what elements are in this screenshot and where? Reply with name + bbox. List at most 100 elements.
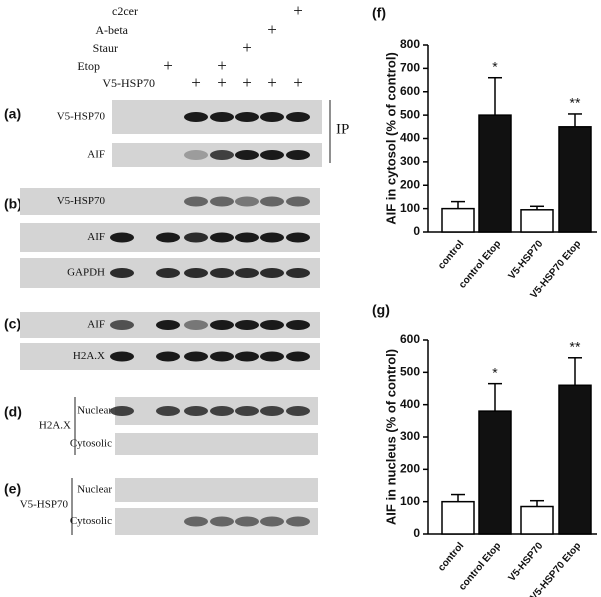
row-label: Cytosolic: [70, 438, 112, 450]
blot-band: [210, 320, 234, 330]
row-label: Nuclear: [77, 484, 112, 496]
blot-band: [286, 320, 310, 330]
blot-band: [235, 196, 259, 207]
y-tick-label: 100: [400, 201, 420, 215]
blot-band: [235, 112, 259, 122]
blot-strip: [115, 433, 318, 455]
blot-band: [210, 112, 234, 122]
blot-band: [184, 112, 208, 122]
blot-band: [156, 320, 180, 330]
blot-band: [235, 268, 259, 278]
blot-band: [235, 406, 259, 416]
blot-band: [286, 516, 310, 527]
blot-strip: [115, 478, 318, 502]
y-tick-label: 500: [400, 107, 420, 121]
x-tick-label: control: [436, 540, 466, 573]
blot-band: [260, 320, 284, 330]
row-label: H2A.X: [73, 350, 105, 362]
blot-band: [260, 406, 284, 416]
treatment-label: A-beta: [95, 23, 128, 37]
y-tick-label: 600: [400, 84, 420, 98]
y-tick-label: 400: [400, 397, 420, 411]
blot-band: [286, 112, 310, 122]
blot-band: [235, 351, 259, 362]
significance: **: [570, 338, 581, 354]
panel-label: (a): [4, 106, 21, 122]
bar: [441, 500, 475, 535]
blot-band: [110, 351, 134, 362]
row-label: GAPDH: [67, 267, 105, 279]
blot-band: [184, 150, 208, 160]
treatment-mark: +: [191, 73, 201, 92]
significance: *: [492, 58, 498, 74]
blot-band: [210, 406, 234, 416]
panel-label: (e): [4, 481, 21, 497]
significance: **: [570, 95, 581, 111]
bar: [520, 505, 554, 535]
treatment-label: V5-HSP70: [102, 76, 155, 90]
blot-band: [286, 196, 310, 207]
treatment-mark: +: [267, 73, 277, 92]
bar: [558, 384, 592, 535]
y-tick-label: 600: [400, 332, 420, 346]
y-tick-label: 200: [400, 462, 420, 476]
row-label: V5-HSP70: [57, 111, 106, 123]
blot-band: [286, 150, 310, 160]
blot-band: [286, 406, 310, 416]
blot-band: [286, 232, 310, 243]
blot-band: [210, 351, 234, 362]
blot-band: [210, 232, 234, 243]
treatment-label: Etop: [77, 59, 100, 73]
blot-band: [235, 516, 259, 527]
x-tick-label: V5-HSP70: [507, 540, 546, 584]
treatment-mark: +: [242, 38, 252, 57]
y-tick-label: 0: [413, 224, 420, 238]
y-tick-label: 300: [400, 429, 420, 443]
blot-band: [110, 406, 134, 416]
y-tick-label: 0: [413, 526, 420, 540]
x-tick-label: control: [436, 238, 466, 271]
y-axis-label: AIF in nucleus (% of control): [383, 349, 398, 525]
bar: [558, 126, 592, 233]
blot-band: [184, 320, 208, 330]
blot-band: [184, 406, 208, 416]
y-tick-label: 300: [400, 154, 420, 168]
blot-band: [110, 268, 134, 278]
blot-band: [235, 320, 259, 330]
bar: [478, 114, 512, 233]
blot-band: [260, 232, 284, 243]
blot-band: [184, 196, 208, 207]
panel-label: (b): [4, 196, 22, 212]
y-tick-label: 500: [400, 365, 420, 379]
blot-band: [286, 268, 310, 278]
y-axis-label: AIF in cytosol (% of control): [383, 52, 398, 225]
blot-band: [210, 268, 234, 278]
side-label: IP: [336, 121, 349, 137]
blot-band: [156, 406, 180, 416]
blot-band: [286, 351, 310, 362]
blot-band: [260, 196, 284, 207]
treatment-mark: +: [217, 56, 227, 75]
y-tick-label: 400: [400, 131, 420, 145]
blot-band: [184, 351, 208, 362]
row-label: AIF: [87, 319, 105, 331]
blot-band: [156, 232, 180, 243]
y-tick-label: 200: [400, 177, 420, 191]
blot-band: [184, 232, 208, 243]
blot-band: [184, 516, 208, 527]
protein-label: V5-HSP70: [20, 499, 69, 511]
blot-band: [156, 351, 180, 362]
panel-label: (c): [4, 316, 21, 332]
blot-band: [210, 196, 234, 207]
blot-band: [184, 268, 208, 278]
significance: *: [492, 364, 498, 380]
row-label: V5-HSP70: [57, 195, 106, 207]
treatment-mark: +: [293, 1, 303, 20]
treatment-mark: +: [242, 73, 252, 92]
treatment-label: Staur: [93, 41, 118, 55]
panel-label: (f): [372, 5, 386, 21]
blot-band: [260, 351, 284, 362]
y-tick-label: 100: [400, 494, 420, 508]
bar: [441, 207, 475, 233]
